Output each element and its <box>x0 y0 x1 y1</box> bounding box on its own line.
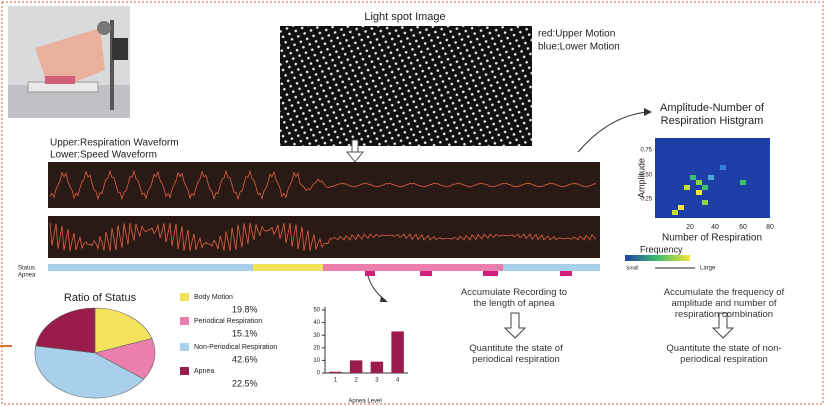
legend-swatch <box>180 317 189 325</box>
status-bar <box>48 264 600 276</box>
large-label: Large <box>700 266 716 272</box>
note: Quantitute the state of periodical respi… <box>460 343 572 365</box>
bar-x-label: Apnea Level <box>348 399 381 405</box>
photo <box>8 6 130 118</box>
y-tick-label: 10 <box>313 358 320 364</box>
arrow-head <box>380 296 388 302</box>
bar <box>391 331 403 373</box>
legend-blue: blue:Lower Motion <box>538 42 620 53</box>
small-label: Small <box>626 265 639 271</box>
frequency-label: Frequency <box>640 244 683 254</box>
arrow-head <box>644 108 652 116</box>
legend-label: Apnea <box>194 368 214 375</box>
pie: Body Motion 19.8% Periodical Respiration 15… <box>35 293 277 398</box>
light-spot-title: Light spot Image <box>364 11 445 23</box>
lower-label: Lower:Speed Waveform <box>50 150 157 161</box>
value-label: 22.5% <box>232 378 258 388</box>
x-tick-label: 4 <box>396 378 400 384</box>
x-tick-label: 3 <box>375 378 379 384</box>
y-tick-label: 40 <box>313 320 320 326</box>
status-label: Status <box>18 266 35 272</box>
value-label: 19.8% <box>232 304 258 314</box>
legend-swatch <box>180 343 189 351</box>
pie-slice <box>36 308 95 353</box>
x-tick-label: 2 <box>354 378 358 384</box>
y-tick-label: 0.50 <box>640 173 652 179</box>
x-tick-label: 60 <box>739 224 747 231</box>
x-tick-label: 1 <box>334 378 338 384</box>
figure: Light spot Image red:Upper Motion blue:L… <box>0 0 825 406</box>
legend-swatch <box>180 367 189 375</box>
heatmap <box>655 138 770 218</box>
pie-title: Ratio of Status <box>64 292 137 304</box>
light-spot-image <box>280 26 532 146</box>
bar-chart: 0 10 20 30 40 50 1 2 3 4 <box>313 307 408 384</box>
y-tick-label: 0 <box>317 371 321 377</box>
x-tick-label: 20 <box>686 224 694 231</box>
x-tick-label: 40 <box>711 224 719 231</box>
note: Accumulate the frequency of amplitude an… <box>650 287 798 320</box>
upper-label: Upper:Respiration Waveform <box>50 138 179 149</box>
legend-label: Non-Periodical Respiration <box>194 344 277 351</box>
y-tick-label: 20 <box>313 345 320 351</box>
x-tick-label: 80 <box>766 224 774 231</box>
legend-swatch <box>180 293 189 301</box>
y-tick-label: 0.75 <box>640 148 652 154</box>
apnea-label: Apnea <box>18 273 36 279</box>
bar <box>371 362 383 373</box>
bar <box>329 372 341 373</box>
y-tick-label: 50 <box>313 308 320 314</box>
value-label: 15.1% <box>232 328 258 338</box>
y-tick-label: 30 <box>313 333 320 339</box>
arrow <box>578 112 648 152</box>
y-tick-label: 0.25 <box>640 197 652 203</box>
value-label: 42.6% <box>232 354 258 364</box>
legend-label: Body Motion <box>194 294 233 301</box>
note: Quantitute the state of non-periodical r… <box>660 343 788 365</box>
histogram-x-label: Number of Respiration <box>662 233 762 244</box>
waveform-panel <box>48 162 600 208</box>
note: Accumulate Recording to the length of ap… <box>455 287 573 309</box>
frequency-scale <box>625 255 690 261</box>
arrow <box>368 276 385 300</box>
waveform-panel <box>48 216 600 258</box>
legend-label: Periodical Respiration <box>194 318 262 325</box>
legend-red: red:Upper Motion <box>538 29 615 40</box>
bar <box>350 360 362 373</box>
